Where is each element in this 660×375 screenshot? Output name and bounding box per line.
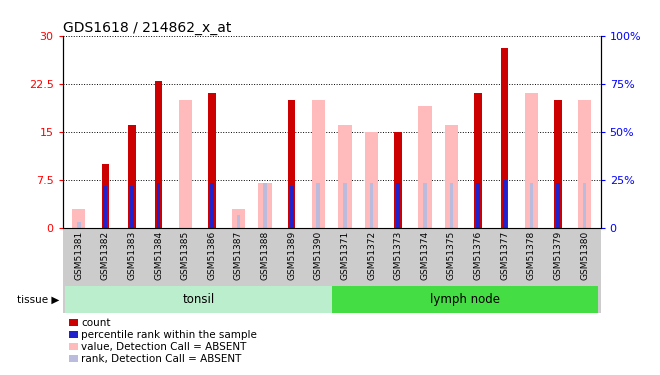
Text: GSM51382: GSM51382 bbox=[101, 231, 110, 280]
Bar bbox=[503, 180, 507, 228]
Text: GSM51387: GSM51387 bbox=[234, 231, 243, 280]
Text: GSM51376: GSM51376 bbox=[474, 231, 482, 280]
Text: GDS1618 / 214862_x_at: GDS1618 / 214862_x_at bbox=[63, 21, 231, 34]
Text: GSM51384: GSM51384 bbox=[154, 231, 163, 280]
Bar bbox=[208, 93, 216, 228]
Text: count: count bbox=[81, 318, 111, 328]
Bar bbox=[331, 286, 598, 313]
Text: GSM51372: GSM51372 bbox=[367, 231, 376, 280]
Text: GSM51371: GSM51371 bbox=[341, 231, 349, 280]
Bar bbox=[179, 100, 192, 228]
Bar bbox=[578, 100, 591, 228]
Bar bbox=[236, 215, 240, 228]
Text: percentile rank within the sample: percentile rank within the sample bbox=[81, 330, 257, 340]
Bar bbox=[312, 100, 325, 228]
Bar bbox=[395, 132, 402, 228]
Text: tissue ▶: tissue ▶ bbox=[17, 295, 59, 304]
Text: GSM51390: GSM51390 bbox=[314, 231, 323, 280]
Bar bbox=[72, 209, 85, 228]
Bar bbox=[259, 183, 272, 228]
Bar bbox=[445, 125, 458, 228]
Bar bbox=[128, 125, 136, 228]
Bar bbox=[343, 183, 346, 228]
Text: GSM51378: GSM51378 bbox=[527, 231, 536, 280]
Text: tonsil: tonsil bbox=[182, 293, 214, 306]
Bar bbox=[210, 183, 214, 228]
Bar bbox=[477, 183, 480, 228]
Text: GSM51388: GSM51388 bbox=[261, 231, 269, 280]
Bar bbox=[365, 132, 378, 228]
Bar bbox=[525, 93, 538, 228]
Bar bbox=[65, 286, 331, 313]
Bar bbox=[104, 189, 107, 228]
Bar bbox=[77, 222, 81, 228]
Bar bbox=[529, 183, 533, 228]
Bar bbox=[155, 81, 162, 228]
Text: GSM51375: GSM51375 bbox=[447, 231, 456, 280]
Bar bbox=[397, 183, 400, 228]
Bar bbox=[501, 48, 508, 228]
Bar bbox=[423, 183, 427, 228]
Text: GSM51373: GSM51373 bbox=[394, 231, 403, 280]
Bar bbox=[317, 183, 320, 228]
Text: rank, Detection Call = ABSENT: rank, Detection Call = ABSENT bbox=[81, 354, 242, 364]
Bar bbox=[102, 164, 109, 228]
Text: GSM51386: GSM51386 bbox=[207, 231, 216, 280]
Text: GSM51374: GSM51374 bbox=[420, 231, 430, 280]
Bar bbox=[288, 100, 296, 228]
Bar bbox=[339, 125, 352, 228]
Bar bbox=[232, 209, 245, 228]
Bar bbox=[290, 186, 294, 228]
Text: GSM51380: GSM51380 bbox=[580, 231, 589, 280]
Bar bbox=[449, 183, 453, 228]
Text: GSM51381: GSM51381 bbox=[74, 231, 83, 280]
Text: value, Detection Call = ABSENT: value, Detection Call = ABSENT bbox=[81, 342, 247, 352]
Text: lymph node: lymph node bbox=[430, 293, 500, 306]
Bar bbox=[418, 106, 432, 228]
Text: GSM51385: GSM51385 bbox=[181, 231, 189, 280]
Bar bbox=[475, 93, 482, 228]
Text: GSM51377: GSM51377 bbox=[500, 231, 510, 280]
Text: GSM51379: GSM51379 bbox=[554, 231, 562, 280]
Bar bbox=[370, 183, 374, 228]
Bar bbox=[556, 183, 560, 228]
Bar bbox=[263, 183, 267, 228]
Bar bbox=[156, 183, 160, 228]
Text: GSM51383: GSM51383 bbox=[127, 231, 137, 280]
Bar bbox=[130, 186, 134, 228]
Bar bbox=[583, 183, 587, 228]
Bar bbox=[104, 186, 107, 228]
Bar bbox=[554, 100, 562, 228]
Text: GSM51389: GSM51389 bbox=[287, 231, 296, 280]
